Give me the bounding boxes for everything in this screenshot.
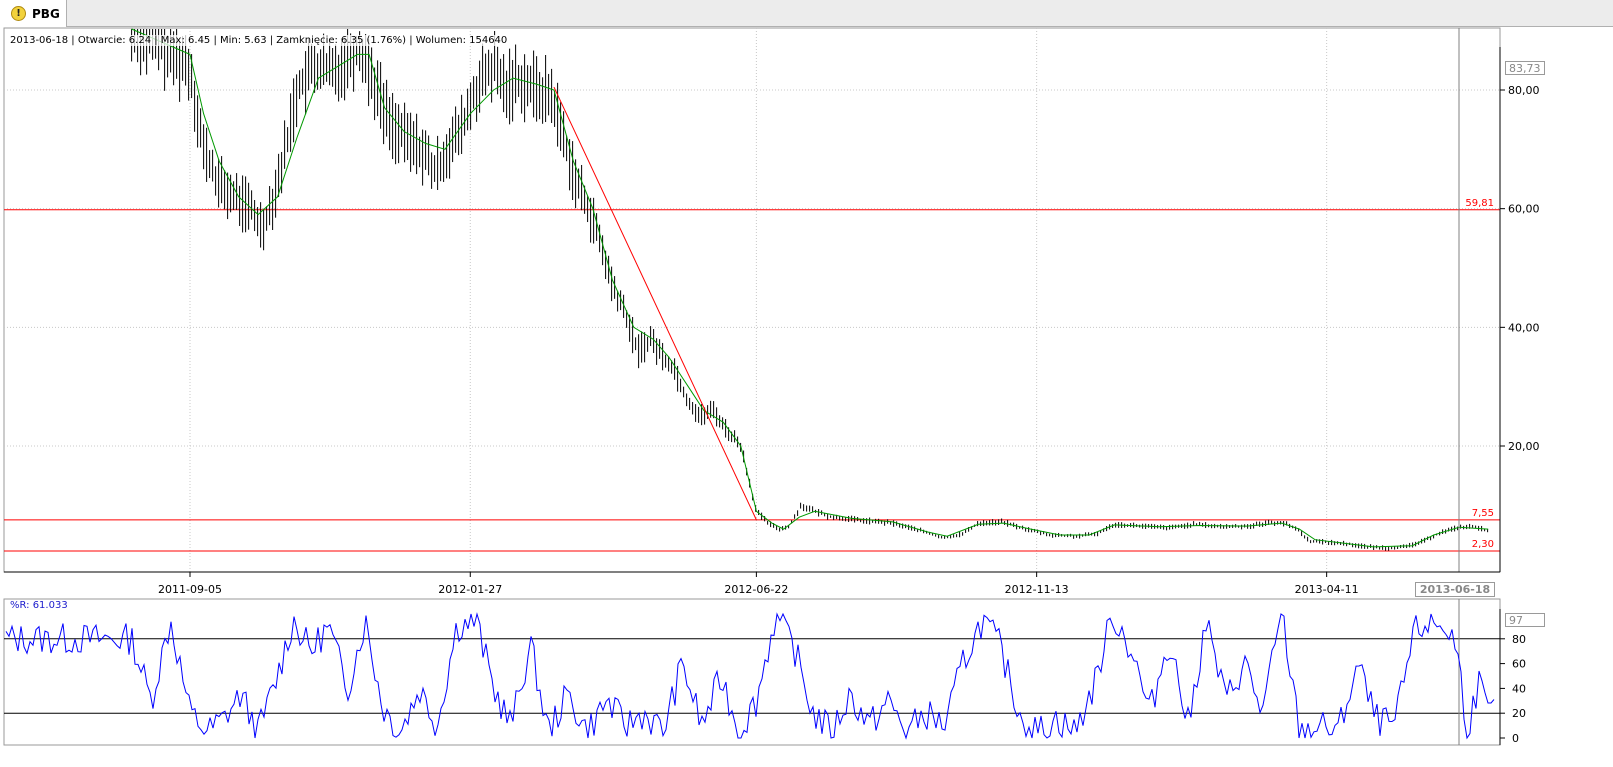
moving-average-line — [131, 28, 1489, 548]
indicator-y-tick-label: 0 — [1512, 732, 1519, 745]
warning-icon: ! — [11, 6, 26, 21]
indicator-grid — [3, 598, 1501, 746]
plot-area — [3, 27, 1501, 573]
price-grid — [3, 27, 1501, 573]
price-readout-box: 83,73 — [1505, 61, 1545, 75]
moving-average — [131, 28, 1489, 548]
indicator-y-tick-label: 40 — [1512, 682, 1526, 695]
ohlc-info-line: 2013-06-18 | Otwarcie: 6.24 | Max: 6.45 … — [10, 35, 508, 46]
y-tick-label: 60,00 — [1508, 203, 1540, 216]
indicator-y-tick-label: 80 — [1512, 633, 1526, 646]
x-tick-label: 2012-01-27 — [438, 583, 502, 593]
x-tick-label: 2012-06-22 — [724, 583, 788, 593]
y-tick-label: 80,00 — [1508, 84, 1540, 97]
trend-line-layer — [553, 28, 1460, 572]
indicator-axes: 0 20 40 60 80 — [1499, 609, 1526, 745]
indicator-y-tick-label: 60 — [1512, 658, 1526, 671]
level-label: 7,55 — [1472, 508, 1494, 519]
indicator-plot-area — [3, 598, 1501, 746]
level-label: 59,81 — [1465, 198, 1494, 209]
x-tick-label: 2011-09-05 — [158, 583, 222, 593]
y-tick-label: 40,00 — [1508, 321, 1540, 334]
date-readout-box: 2013-06-18 — [1415, 582, 1495, 597]
tab-pbg[interactable]: ! PBG — [0, 0, 67, 27]
williams-r-line — [5, 612, 1495, 740]
indicator-label: %R: 61.033 — [10, 600, 68, 611]
indicator-y-tick-label: 20 — [1512, 707, 1526, 720]
tab-label: PBG — [32, 7, 60, 21]
tab-bar: ! PBG — [0, 0, 1613, 27]
level-label: 2,30 — [1472, 539, 1494, 550]
indicator-readout-box: 97 — [1505, 613, 1545, 627]
y-tick-label: 20,00 — [1508, 440, 1540, 453]
trend-line — [553, 86, 757, 521]
indicator-line — [5, 612, 1495, 740]
x-tick-label: 2013-04-11 — [1295, 583, 1359, 593]
price-chart[interactable]: 59,81 7,55 2,30 20,00 40,00 60,00 80,00 2011-0… — [0, 27, 1613, 593]
williams-r-panel[interactable]: 0 20 40 60 80 — [0, 593, 1613, 767]
price-axes: 20,00 40,00 60,00 80,00 2011-09-05 2012-01-27… — [4, 47, 1540, 593]
ohlc-bars — [131, 29, 1489, 551]
x-tick-label: 2012-11-13 — [1005, 583, 1069, 593]
